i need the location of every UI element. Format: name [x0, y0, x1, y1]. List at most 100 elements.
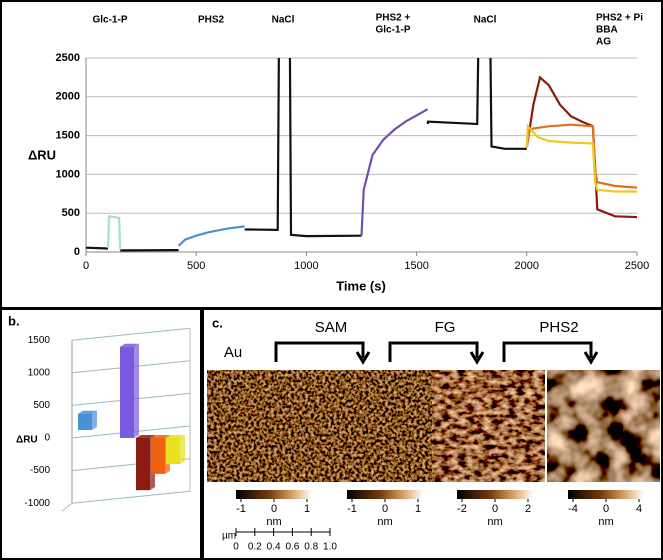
colorbar-tick-label: 1 — [415, 503, 421, 515]
colorbar-tick-label: 0 — [271, 503, 277, 515]
scalebar-unit: µm — [222, 531, 236, 542]
series-line — [525, 75, 637, 219]
x-tick-label: 1500 — [404, 260, 428, 272]
y-axis-label: ΔRU — [16, 435, 38, 446]
y-tick-label: 500 — [33, 400, 50, 411]
afm-image — [547, 370, 660, 482]
panel-c-frame — [202, 308, 663, 560]
y-tick-label: -500 — [30, 465, 50, 476]
x-tick-label: 500 — [187, 260, 205, 272]
y-tick-label: 1500 — [56, 130, 80, 142]
y-tick-label: 2500 — [56, 52, 80, 64]
series-line — [360, 108, 429, 236]
panel-a-frame — [0, 0, 663, 309]
bar — [166, 438, 180, 465]
bar-top — [166, 435, 185, 438]
colorbar-tick-label: 2 — [525, 503, 531, 515]
scalebar-tick-label: 0 — [233, 542, 239, 553]
colorbar-tick-label: 4 — [636, 503, 642, 515]
colorbar-tick-label: 0 — [382, 503, 388, 515]
colorbar — [347, 490, 423, 499]
bar — [151, 438, 165, 474]
bar-side — [134, 343, 139, 438]
colorbar-tick-label: 0 — [492, 503, 498, 515]
x-tick-label: 0 — [83, 260, 89, 272]
afm-image — [207, 370, 318, 482]
scalebar-tick-label: 1.0 — [323, 542, 337, 553]
y-tick-label: 1000 — [28, 367, 51, 378]
colorbar-tick-label: -2 — [457, 503, 467, 515]
scalebar-tick-label: 0.2 — [248, 542, 262, 553]
annotation: BBA — [596, 25, 618, 36]
axis — [61, 502, 73, 512]
step-label: FG — [435, 319, 456, 336]
bar-top — [136, 435, 155, 438]
annotation: PHS2 — [198, 15, 225, 26]
panel-b-frame — [0, 308, 202, 560]
series-line — [525, 123, 637, 189]
colorbar-tick-label: -4 — [568, 503, 578, 515]
arrow-head — [583, 351, 599, 365]
panel-label: c. — [212, 315, 223, 330]
colorbar — [457, 490, 533, 499]
colorbar-unit: nm — [487, 516, 502, 528]
arrow-head — [355, 351, 371, 365]
colorbar-tick-label: 0 — [603, 503, 609, 515]
arrow-head — [469, 351, 485, 365]
annotation: PHS2 + — [376, 13, 411, 24]
bar — [136, 438, 150, 491]
panel-c-images — [207, 370, 660, 482]
scalebar-tick-label: 0.6 — [285, 542, 299, 553]
x-tick-label: 1000 — [294, 260, 318, 272]
y-tick-label: 1000 — [56, 168, 80, 180]
annotation: Glc-1-P — [92, 15, 127, 26]
y-tick-label: 0 — [44, 433, 50, 444]
x-tick-label: 2000 — [515, 260, 539, 272]
colorbar-tick-label: -1 — [236, 503, 246, 515]
y-tick-label: -1000 — [24, 498, 50, 509]
colorbar-unit: nm — [266, 516, 281, 528]
series-line — [525, 123, 637, 193]
start-label: Au — [224, 344, 242, 361]
colorbar-tick-label: 1 — [304, 503, 310, 515]
step-label: PHS2 — [539, 319, 578, 336]
scalebar-tick-label: 0.8 — [304, 542, 318, 553]
plot-area — [86, 58, 637, 252]
afm-image — [318, 370, 432, 482]
annotation: NaCl — [474, 15, 497, 26]
colorbar — [568, 490, 644, 499]
y-tick-label: 500 — [62, 207, 80, 219]
bar-top — [151, 435, 170, 438]
series-line — [86, 58, 527, 252]
panel-label: b. — [8, 313, 20, 328]
colorbar-unit: nm — [598, 516, 613, 528]
y-axis-label: ΔRU — [28, 147, 56, 162]
annotation: NaCl — [272, 15, 295, 26]
grid-line — [71, 327, 191, 341]
bar-side — [180, 435, 185, 465]
series-line — [106, 215, 122, 250]
y-tick-label: 0 — [74, 246, 80, 258]
colorbar-unit: nm — [377, 516, 392, 528]
colorbar — [236, 490, 312, 499]
series-line — [177, 225, 245, 247]
bar — [78, 413, 92, 430]
annotation: AG — [596, 37, 611, 48]
bar-top — [78, 410, 97, 414]
afm-image — [432, 370, 545, 482]
colorbar-tick-label: -1 — [347, 503, 357, 515]
bar-side — [92, 410, 97, 430]
bar-top — [120, 343, 139, 347]
x-tick-label: 2500 — [625, 260, 649, 272]
annotation: Glc-1-P — [375, 25, 410, 36]
scalebar-tick-label: 0.4 — [267, 542, 281, 553]
x-axis-label: Time (s) — [336, 278, 386, 293]
y-tick-label: 1500 — [28, 335, 51, 346]
step-arrow — [274, 341, 365, 362]
annotation: PHS2 + Pi — [596, 13, 643, 24]
grid-line — [71, 490, 191, 504]
step-label: SAM — [315, 319, 348, 336]
step-arrow — [502, 341, 593, 362]
step-arrow — [388, 341, 479, 362]
